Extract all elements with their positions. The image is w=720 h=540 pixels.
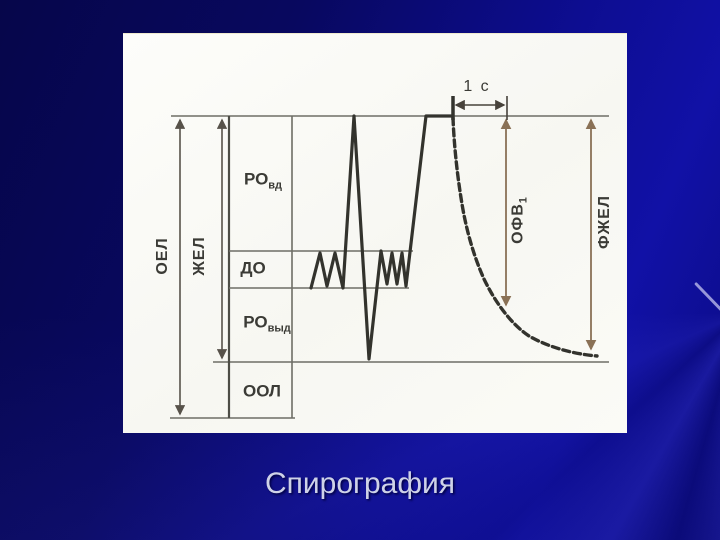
label-fzhel: ФЖЕЛ [596, 194, 613, 250]
slide-title: Спирография [264, 467, 456, 500]
label-ro-vyd-main: РО [243, 312, 268, 332]
spirogram-trace [309, 114, 455, 361]
label-ofv1-main: ОФВ [509, 203, 527, 244]
label-ofv1: ОФВ1 [509, 196, 530, 244]
label-zhel: ЖЕЛ [191, 236, 208, 276]
label-ro-vd-sub: вд [268, 179, 283, 192]
label-ro-vd-main: РО [243, 169, 269, 189]
label-ofv1-sub: 1 [517, 196, 530, 204]
label-oel: ОЕЛ [154, 237, 171, 275]
spirogram-figure [170, 96, 609, 419]
label-ro-vyd: РОвыд [243, 313, 290, 334]
forced-expiration-curve [451, 116, 599, 358]
label-do: ДО [240, 258, 266, 278]
label-ro-vyd-sub: выд [267, 322, 291, 335]
label-one-second: 1 с [463, 78, 491, 95]
label-ro-vd: РОвд [244, 170, 282, 191]
spirogram-panel: ОЕЛ ЖЕЛ ОФВ1 ФЖЕЛ РОвд ДО РОвыд ООЛ 1 с [123, 33, 627, 433]
background-ray-streak [694, 281, 720, 328]
label-ool: ООЛ [243, 381, 281, 401]
